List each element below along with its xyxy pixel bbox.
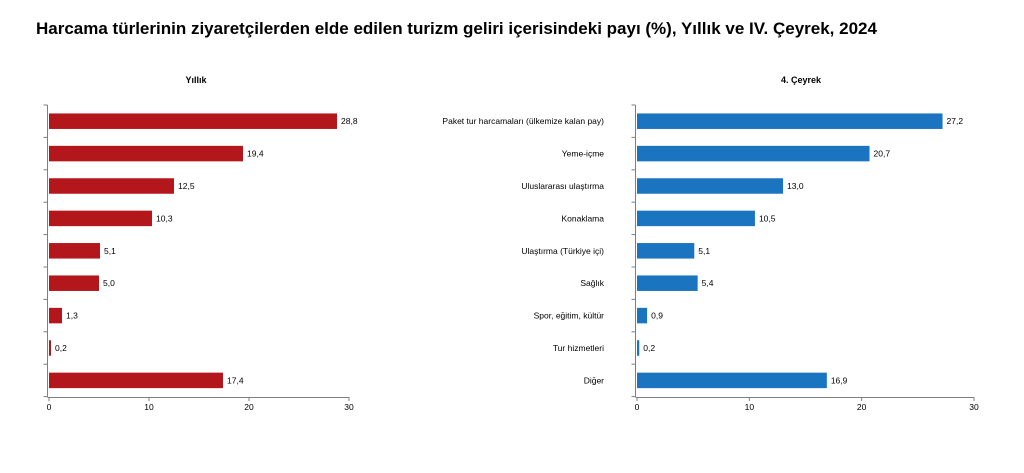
category-label: Sağlık <box>580 278 604 288</box>
category-label: Spor, eğitim, kültür <box>534 311 605 321</box>
quarter-data-label: 16,9 <box>831 375 848 385</box>
annual-data-label: 1,3 <box>66 311 78 321</box>
quarter-bar <box>637 340 640 356</box>
quarter-data-label: 0,9 <box>651 311 663 321</box>
category-label: Uluslararası ulaştırma <box>521 181 604 191</box>
quarter-data-label: 5,4 <box>702 278 714 288</box>
annual-data-label: 28,8 <box>341 116 358 126</box>
annual-data-label: 17,4 <box>227 375 244 385</box>
quarter-bar <box>637 145 870 162</box>
quarter-data-label: 0,2 <box>643 343 655 353</box>
quarter-bar <box>637 275 698 291</box>
quarter-x-tick-label: 10 <box>745 402 755 412</box>
annual-data-label: 5,0 <box>103 278 115 288</box>
annual-bar <box>49 340 51 356</box>
annual-bar <box>49 275 99 291</box>
quarter-data-label: 5,1 <box>698 246 710 256</box>
annual-bar <box>49 178 174 194</box>
category-label: Ulaştırma (Türkiye içi) <box>521 246 604 256</box>
annual-chart-title: Yıllık <box>185 75 207 85</box>
quarter-chart: 4. Çeyrek 0 10 20 30 27,2 Paket tur harcamalar… <box>442 75 979 412</box>
quarter-x-tick-label: 30 <box>969 402 979 412</box>
page-title: Harcama türlerinin ziyaretçilerden elde … <box>36 19 877 38</box>
quarter-data-label: 27,2 <box>947 116 964 126</box>
annual-data-label: 19,4 <box>247 149 264 159</box>
annual-x-tick-label: 20 <box>244 402 254 412</box>
annual-bar <box>49 145 243 162</box>
quarter-data-label: 13,0 <box>787 181 804 191</box>
annual-data-label: 12,5 <box>178 181 195 191</box>
quarter-x-tick-label: 20 <box>857 402 867 412</box>
annual-data-label: 10,3 <box>156 213 173 223</box>
quarter-bar <box>637 307 648 324</box>
annual-bar <box>49 210 152 227</box>
annual-x-tick-label: 0 <box>47 402 52 412</box>
category-label: Yeme-içme <box>562 149 604 159</box>
quarter-data-label: 20,7 <box>874 149 891 159</box>
quarter-data-label: 10,5 <box>759 213 776 223</box>
annual-bar <box>49 307 62 324</box>
annual-data-label: 0,2 <box>55 343 67 353</box>
quarter-bar <box>637 178 784 194</box>
category-label: Tur hizmetleri <box>553 343 604 353</box>
annual-data-label: 5,1 <box>104 246 116 256</box>
category-label: Paket tur harcamaları (ülkemize kalan pa… <box>442 116 604 126</box>
annual-bar <box>49 372 223 389</box>
quarter-bar <box>637 243 695 259</box>
annual-chart: Yıllık 0 10 20 30 28,8 19,4 12,5 10,3 5,1 5,0 1,3 0,… <box>43 75 358 412</box>
quarter-x-tick-label: 0 <box>635 402 640 412</box>
annual-x-tick-label: 10 <box>144 402 154 412</box>
quarter-bar <box>637 113 943 129</box>
annual-x-tick-label: 30 <box>344 402 354 412</box>
quarter-bar <box>637 210 755 227</box>
category-label: Konaklama <box>561 213 604 223</box>
quarter-bar <box>637 372 827 389</box>
category-label: Diğer <box>584 375 604 385</box>
quarter-chart-title: 4. Çeyrek <box>781 75 822 85</box>
annual-bar <box>49 113 337 129</box>
annual-bar <box>49 243 100 259</box>
